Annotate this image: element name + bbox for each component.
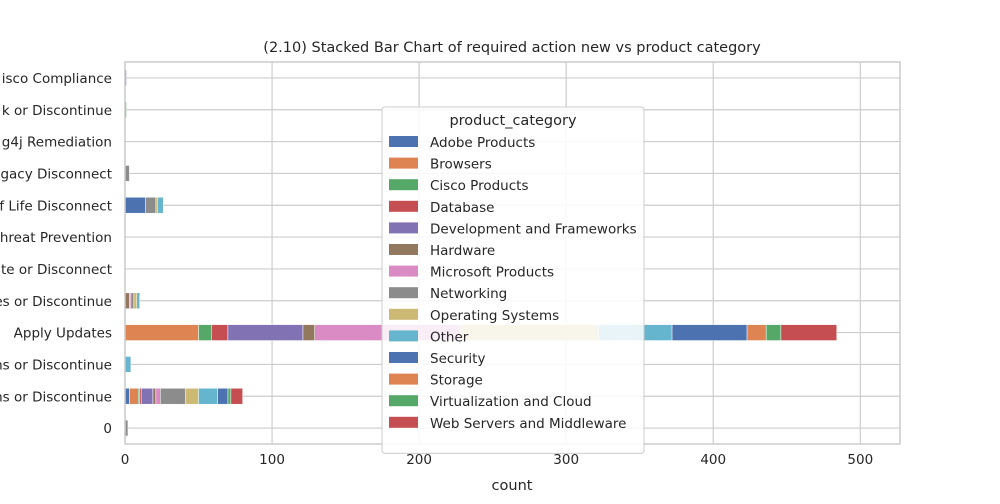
legend-entry: Networking	[430, 286, 507, 302]
bar-segment	[211, 324, 229, 341]
bar-segment	[129, 388, 139, 405]
bar-segment	[671, 324, 748, 341]
bar-segment	[157, 197, 164, 214]
legend-swatch	[389, 416, 418, 428]
legend-swatch	[389, 265, 418, 277]
legend-box	[381, 106, 645, 454]
legend-swatch	[389, 373, 418, 385]
x-tick-label: 200	[406, 452, 432, 468]
y-tick-label: f Life Disconnect	[0, 198, 112, 214]
x-tick-label: 400	[700, 452, 726, 468]
x-tick-label: 300	[553, 452, 579, 468]
legend-entry: Other	[430, 329, 469, 345]
bar-segment	[130, 292, 135, 309]
y-tick-label: g4j Remediation	[2, 135, 112, 151]
bar-segment	[140, 388, 154, 405]
legend-title: product_category	[449, 113, 577, 129]
bar-segment	[133, 292, 138, 309]
y-tick-label: k or Discontinue	[2, 103, 112, 119]
legend-swatch	[389, 395, 418, 407]
chart-title: (2.10) Stacked Bar Chart of required act…	[263, 40, 761, 56]
legend-swatch	[389, 157, 418, 169]
bar-segment	[160, 388, 186, 405]
legend-entry: Virtualization and Cloud	[430, 394, 592, 410]
legend-swatch	[389, 330, 418, 342]
bar-segment	[136, 292, 140, 309]
y-tick-label: ns or Discontinue	[0, 389, 112, 405]
y-tick-label: es or Discontinue	[0, 294, 112, 310]
x-axis-label: count	[492, 478, 533, 494]
bar-segment	[227, 388, 232, 405]
legend-entry: Adobe Products	[430, 135, 535, 151]
x-tick-label: 0	[121, 452, 130, 468]
y-tick-label: gacy Disconnect	[0, 166, 112, 182]
legend-entry: Database	[430, 200, 494, 216]
bar-segment	[780, 324, 838, 341]
legend-swatch	[389, 287, 418, 299]
y-tick-label: ate or Disconnect	[0, 262, 112, 278]
bar-segment	[227, 324, 304, 341]
y-tick-label: isco Compliance	[2, 71, 112, 87]
bar-segment	[198, 324, 213, 341]
legend-entry: Microsoft Products	[430, 265, 554, 281]
legend-entry: Operating Systems	[430, 308, 559, 324]
legend-entry: Development and Frameworks	[430, 221, 637, 237]
legend-entry: Storage	[430, 373, 483, 389]
bar-segment	[230, 388, 243, 405]
bar-segment	[155, 388, 161, 405]
bar-segment	[124, 356, 132, 373]
bar-segment	[765, 324, 782, 341]
bar-segment	[124, 324, 199, 341]
legend-swatch	[389, 308, 418, 320]
y-tick-label: ns or Discontinue	[0, 357, 112, 373]
x-tick-label: 100	[259, 452, 285, 468]
legend-swatch	[389, 244, 418, 255]
legend-entry: Security	[430, 351, 485, 367]
x-tick-label: 500	[847, 452, 873, 468]
legend-swatch	[389, 200, 418, 212]
y-tick-label: 0	[103, 421, 112, 437]
bar-segment	[302, 324, 315, 341]
bar-segment	[746, 324, 767, 341]
legend-entry: Web Servers and Middleware	[430, 416, 626, 432]
y-tick-label: hreat Prevention	[0, 230, 112, 246]
legend-swatch	[389, 222, 418, 234]
bar-segment	[152, 388, 157, 405]
legend-swatch	[389, 179, 418, 191]
legend-entry: Browsers	[430, 157, 492, 173]
legend-swatch	[389, 136, 418, 147]
legend-entry: Cisco Products	[430, 178, 528, 194]
bar-segment	[198, 388, 218, 405]
bar-segment	[124, 197, 146, 214]
legend: product_category Adobe Products Browsers Ci…	[381, 106, 645, 454]
legend-swatch	[389, 352, 418, 363]
bar-segment	[145, 197, 157, 214]
bar-segment	[185, 388, 199, 405]
y-tick-label: Apply Updates	[14, 326, 112, 342]
legend-entry: Hardware	[430, 243, 495, 259]
bar-segment	[217, 388, 229, 405]
